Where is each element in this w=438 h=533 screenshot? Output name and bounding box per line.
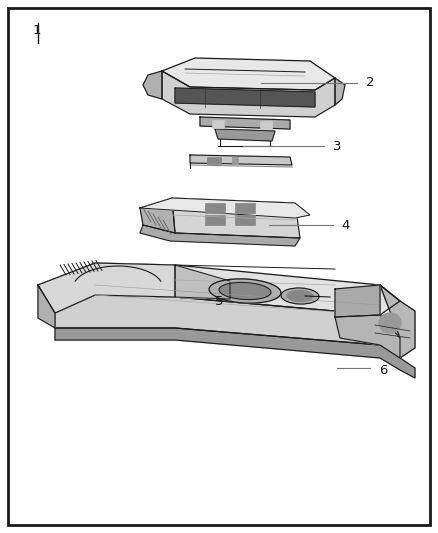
Bar [235, 203, 255, 213]
Text: 4: 4 [342, 219, 350, 232]
Text: 5: 5 [215, 295, 223, 308]
Bar [205, 203, 225, 213]
Polygon shape [175, 88, 315, 107]
Polygon shape [175, 265, 230, 299]
Polygon shape [140, 225, 300, 246]
Polygon shape [55, 328, 415, 378]
Bar [205, 215, 225, 225]
Polygon shape [55, 295, 400, 345]
Polygon shape [380, 285, 415, 358]
Polygon shape [172, 198, 300, 238]
Text: 2: 2 [366, 76, 374, 89]
Polygon shape [162, 71, 335, 117]
Ellipse shape [281, 288, 319, 304]
Bar [207, 157, 221, 164]
Polygon shape [38, 263, 175, 313]
Text: 6: 6 [379, 364, 388, 377]
Polygon shape [190, 155, 292, 165]
Polygon shape [143, 71, 162, 99]
Polygon shape [215, 129, 275, 141]
Text: 3: 3 [333, 140, 342, 152]
Ellipse shape [379, 313, 401, 333]
Polygon shape [335, 78, 345, 105]
Ellipse shape [287, 290, 313, 302]
Polygon shape [335, 285, 380, 317]
Polygon shape [140, 198, 310, 218]
Ellipse shape [219, 282, 271, 300]
Bar [260, 121, 272, 129]
Polygon shape [335, 315, 400, 358]
Ellipse shape [209, 279, 281, 303]
Bar [212, 120, 224, 128]
Polygon shape [200, 117, 290, 129]
Polygon shape [38, 263, 400, 315]
Bar [232, 157, 238, 164]
Polygon shape [162, 58, 335, 90]
Polygon shape [140, 198, 175, 233]
Polygon shape [38, 285, 55, 328]
Bar [235, 215, 255, 225]
Text: 1: 1 [33, 25, 42, 37]
